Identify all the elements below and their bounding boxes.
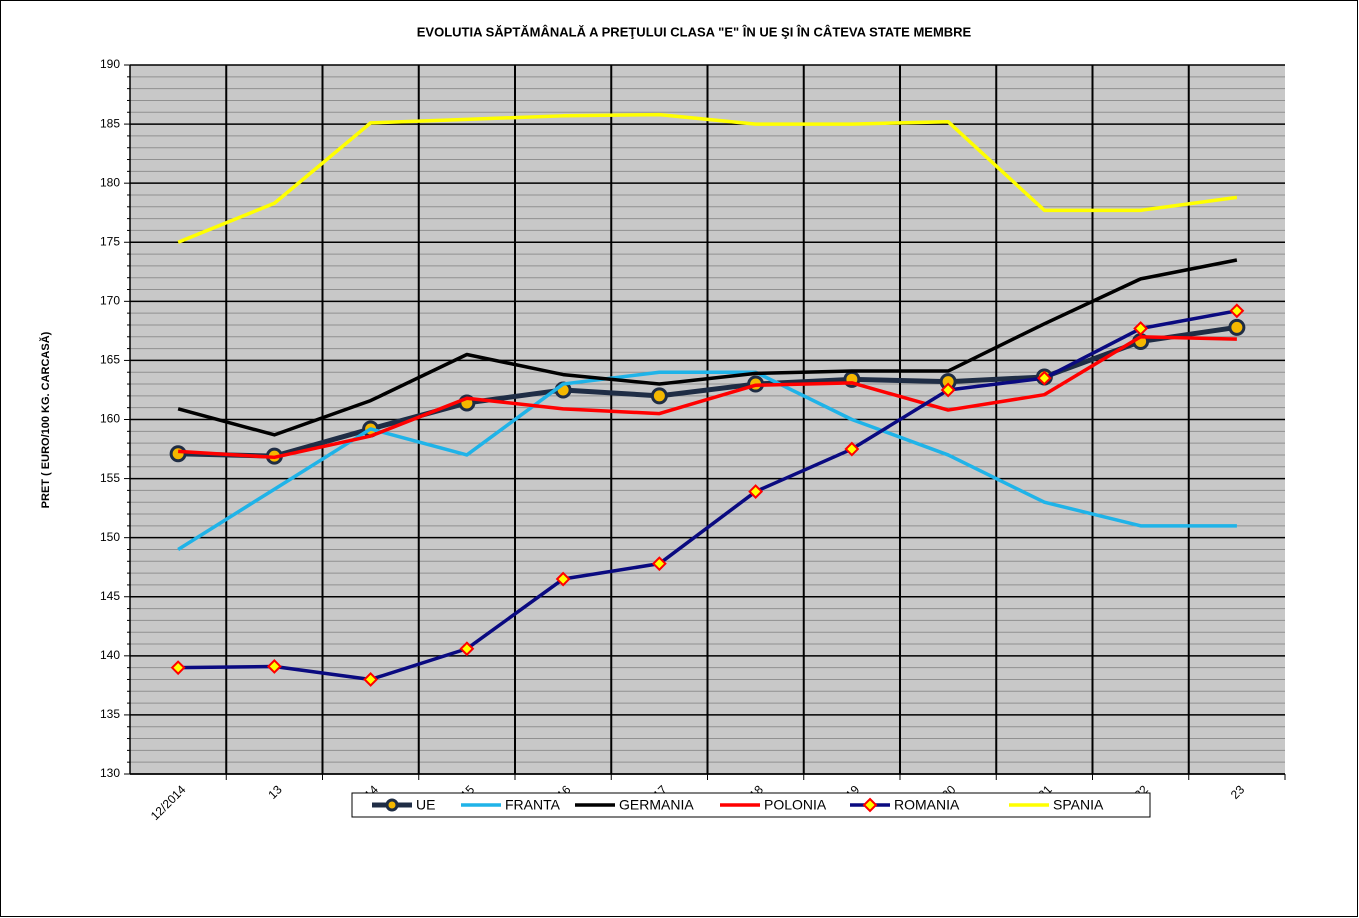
y-tick-label: 145 [100, 589, 120, 603]
data-point [650, 387, 668, 405]
y-tick-label: 165 [100, 353, 120, 367]
data-point [748, 484, 764, 499]
y-tick-label: 185 [100, 116, 120, 130]
data-point [844, 441, 860, 457]
data-point [651, 556, 667, 572]
data-point [459, 641, 475, 657]
y-tick-label: 140 [100, 648, 120, 662]
series-line [178, 335, 1237, 460]
legend-label: POLONIA [764, 797, 827, 813]
data-point [266, 659, 282, 674]
y-tick-label: 175 [100, 234, 120, 248]
series-line [177, 112, 1238, 244]
data-point [170, 660, 186, 676]
legend-label: ROMANIA [894, 797, 960, 813]
chart-title: EVOLUTIA SĂPTĂMÂNALĂ A PREŢULUI CLASA "E… [417, 24, 972, 39]
legend-marker [862, 797, 878, 813]
y-tick-label: 190 [100, 57, 120, 71]
y-tick-label: 170 [100, 294, 120, 308]
legend-label: FRANTA [505, 797, 561, 813]
y-tick-label: 155 [100, 471, 120, 485]
series-line [177, 258, 1238, 437]
data-point [1036, 370, 1052, 386]
legend-label: GERMANIA [619, 797, 694, 813]
legend-marker [385, 798, 399, 812]
y-tick-label: 160 [100, 412, 120, 426]
y-axis-label: PRET ( EURO/100 KG. CARCASĂ) [39, 331, 52, 508]
series-line [178, 309, 1238, 682]
data-point [555, 571, 571, 587]
y-tick-label: 180 [100, 175, 120, 189]
y-tick-label: 150 [100, 530, 120, 544]
data-point [169, 445, 187, 463]
data-point [1229, 303, 1245, 319]
legend-label: SPANIA [1053, 797, 1104, 813]
data-point [1133, 321, 1149, 336]
data-point [1228, 318, 1246, 336]
legend-label: UE [416, 797, 435, 813]
y-tick-label: 135 [100, 707, 120, 721]
data-point [940, 382, 956, 398]
data-point [363, 672, 379, 687]
y-tick-label: 130 [100, 766, 120, 780]
